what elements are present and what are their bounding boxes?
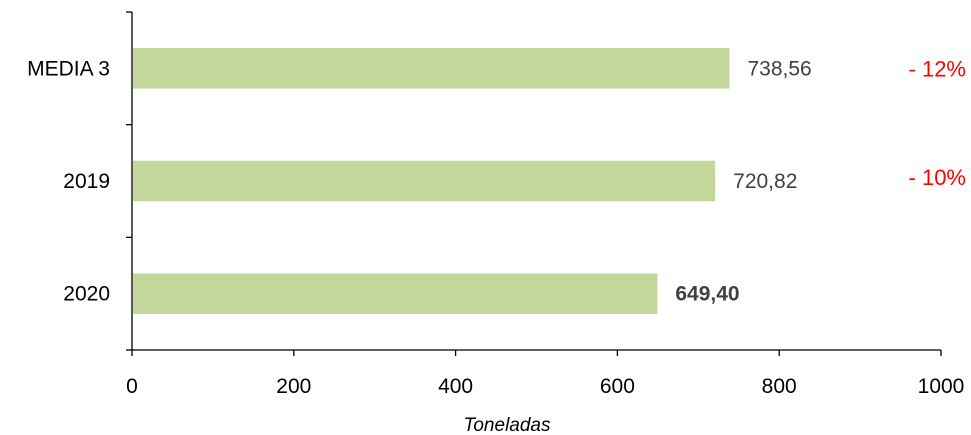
x-tick-label: 600 <box>600 375 635 398</box>
bar <box>133 160 716 202</box>
category-label: MEDIA 3 <box>27 57 110 80</box>
x-tick-label: 400 <box>438 375 473 398</box>
data-label: 738,56 <box>747 57 811 80</box>
change-label: - 12% <box>909 56 966 81</box>
labels-group: 0 200 400 600 800 1000 MEDIA 3 738,56 - 12% 2019 7… <box>27 56 966 398</box>
category-label: 2020 <box>63 283 110 306</box>
x-tick-label: 200 <box>276 375 311 398</box>
bar <box>133 48 730 89</box>
axes-group <box>131 12 941 351</box>
x-axis-title: Toneladas <box>464 415 551 435</box>
x-tick-label: 1000 <box>918 375 965 398</box>
bar <box>133 273 658 314</box>
bars-group <box>133 48 730 314</box>
data-label: 720,82 <box>733 170 797 193</box>
change-label: - 10% <box>909 165 966 190</box>
x-tick-label: 0 <box>126 375 138 398</box>
data-label: 649,40 <box>675 283 739 306</box>
category-label: 2019 <box>63 170 110 193</box>
x-tick-label: 800 <box>762 375 797 398</box>
ticks-group <box>126 11 942 356</box>
